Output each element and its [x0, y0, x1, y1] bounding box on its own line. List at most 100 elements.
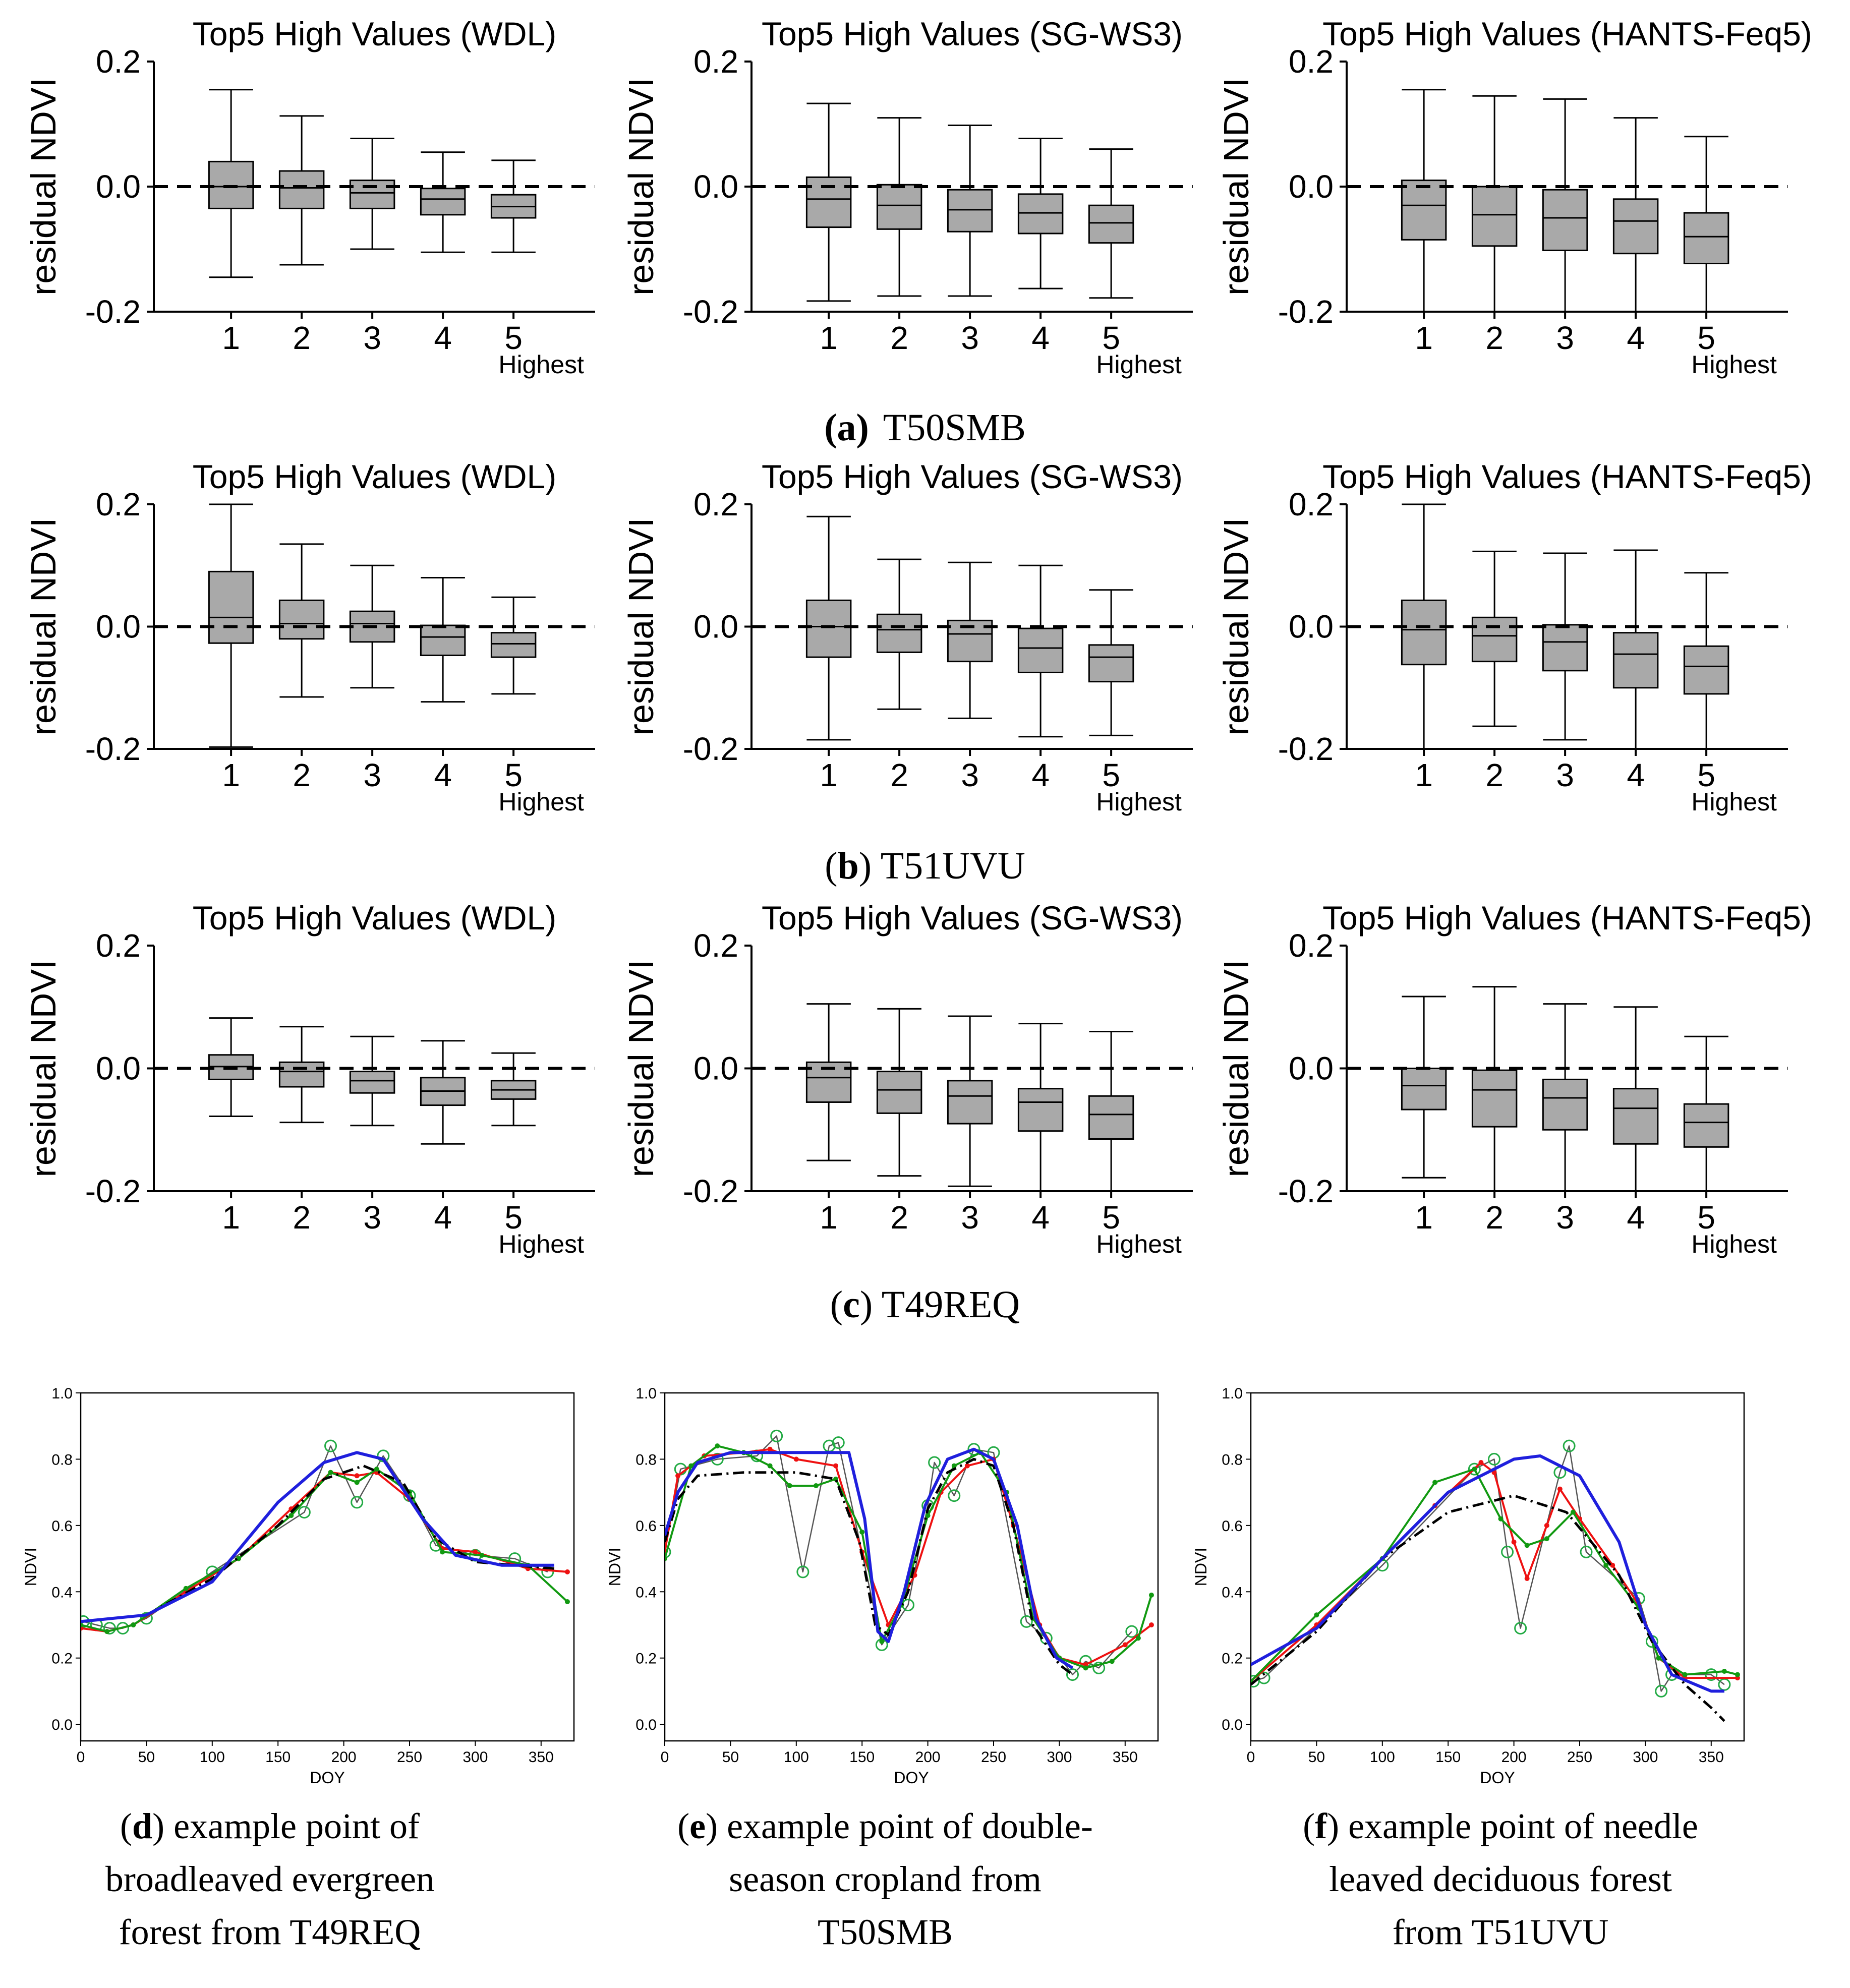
caption-f-line1: (f) example point of needle — [1303, 1806, 1698, 1846]
box-3 — [349, 138, 395, 250]
series-marker-dot — [688, 1463, 694, 1469]
y-tick-label: -0.2 — [683, 294, 738, 330]
x-tick-label: 250 — [1567, 1749, 1592, 1766]
x-tick-label: 1 — [222, 1199, 240, 1236]
box-4 — [1017, 564, 1064, 738]
series-marker-circle — [1580, 1545, 1593, 1558]
box-1 — [1401, 503, 1447, 750]
x-axis-label: DOY — [1480, 1769, 1515, 1787]
x-note-highest: Highest — [1096, 350, 1182, 379]
x-tick-label: 0 — [1247, 1749, 1255, 1766]
series-marker-dot — [1721, 1669, 1727, 1674]
y-axis-label: NDVI — [606, 1548, 624, 1586]
series-marker-dot — [1735, 1672, 1740, 1677]
y-tick-label: 1.0 — [1222, 1385, 1243, 1402]
box-body — [349, 1071, 395, 1094]
series-marker-circle — [298, 1506, 311, 1519]
box-3 — [1542, 552, 1588, 741]
box-2 — [278, 543, 325, 698]
x-tick-label: 300 — [1633, 1749, 1658, 1766]
box-2 — [1471, 986, 1518, 1192]
y-tick-label: 0.4 — [635, 1584, 657, 1601]
caption-d: (d) example point of broadleaved evergre… — [105, 1806, 434, 1952]
box-1 — [1401, 89, 1447, 313]
caption-d-letter: d — [132, 1806, 152, 1846]
box-body — [1401, 1068, 1447, 1110]
series-marker-dot — [1148, 1592, 1154, 1598]
box-4 — [1612, 1006, 1659, 1192]
x-tick-label: 3 — [1556, 1199, 1574, 1236]
series-marker-dot — [104, 1629, 110, 1634]
x-tick-label: 50 — [722, 1749, 739, 1766]
series-marker-dot — [833, 1463, 839, 1469]
x-tick-label: 1 — [820, 1199, 838, 1236]
series-marker-dot — [183, 1586, 189, 1591]
x-tick-label: 1 — [222, 757, 240, 793]
series-marker-circle — [1468, 1463, 1481, 1476]
box-5 — [490, 1052, 537, 1127]
x-tick-label: 2 — [1485, 320, 1504, 356]
chart-title: Top5 High Values (HANTS-Feq5) — [1322, 15, 1812, 52]
box-body — [278, 599, 325, 640]
series-marker-dot — [767, 1446, 773, 1452]
chart-title: Top5 High Values (HANTS-Feq5) — [1322, 458, 1812, 495]
caption-b-letter: b — [838, 845, 859, 887]
box-4 — [420, 151, 466, 253]
series-marker-dot — [1570, 1509, 1576, 1515]
box-body — [1542, 1078, 1588, 1131]
box-2 — [1471, 550, 1518, 727]
series-marker-dot — [564, 1569, 570, 1574]
y-tick-label: 0.2 — [1289, 927, 1334, 964]
series-marker-circle — [1563, 1439, 1576, 1452]
caption-f-line2: leaved deciduous forest — [1329, 1859, 1672, 1899]
box-body — [1612, 198, 1659, 255]
y-tick-label: 1.0 — [51, 1385, 73, 1402]
box-body — [278, 1061, 325, 1088]
series-marker-dot — [1603, 1562, 1609, 1568]
series-marker-dot — [964, 1463, 970, 1469]
x-tick-label: 0 — [661, 1749, 669, 1766]
box-body — [208, 160, 254, 209]
box-3 — [1542, 98, 1588, 313]
y-tick-label: 0.0 — [693, 168, 738, 205]
y-tick-label: 0.4 — [1222, 1584, 1243, 1601]
series-line-5 — [665, 1447, 1074, 1669]
series-marker-dot — [879, 1639, 885, 1644]
caption-a-letter: (a) — [824, 406, 869, 449]
x-tick-label: 1 — [820, 320, 838, 356]
box-2 — [1471, 95, 1518, 313]
x-tick-label: 2 — [293, 1199, 311, 1236]
series-marker-circle — [103, 1622, 116, 1635]
box-body — [1471, 1069, 1518, 1128]
x-tick-label: 250 — [397, 1749, 422, 1766]
box-body — [420, 188, 466, 216]
caption-c-text: T49REQ — [882, 1283, 1020, 1326]
plot-area — [1251, 1439, 1740, 1722]
y-tick-label: 0.2 — [51, 1651, 73, 1667]
box-1 — [1401, 996, 1447, 1179]
series-marker-circle — [1066, 1668, 1079, 1681]
x-tick-label: 3 — [363, 757, 381, 793]
series-marker-circle — [948, 1489, 961, 1502]
x-tick-label: 2 — [890, 757, 908, 793]
y-axis-label: NDVI — [1192, 1548, 1210, 1586]
y-tick-label: -0.2 — [85, 294, 141, 330]
series-marker-circle — [1705, 1668, 1718, 1681]
box-2 — [278, 115, 325, 266]
series-marker-circle — [1514, 1622, 1527, 1635]
y-tick-label: 0.2 — [1289, 486, 1334, 522]
y-tick-label: -0.2 — [1278, 731, 1334, 767]
chart-title: Top5 High Values (SG-WS3) — [762, 458, 1183, 495]
box-3 — [947, 124, 993, 297]
series-marker-dot — [1432, 1480, 1438, 1485]
box-5 — [1088, 589, 1134, 736]
box-5 — [1088, 148, 1134, 299]
chart-title: Top5 High Values (HANTS-Feq5) — [1322, 899, 1812, 937]
series-marker-dot — [374, 1467, 379, 1472]
series-marker-dot — [767, 1463, 773, 1469]
series-marker-dot — [1498, 1516, 1504, 1522]
box-5 — [1683, 572, 1729, 750]
series-marker-dot — [1314, 1612, 1319, 1618]
y-tick-label: 0.2 — [1289, 43, 1334, 80]
box-body — [876, 184, 922, 230]
